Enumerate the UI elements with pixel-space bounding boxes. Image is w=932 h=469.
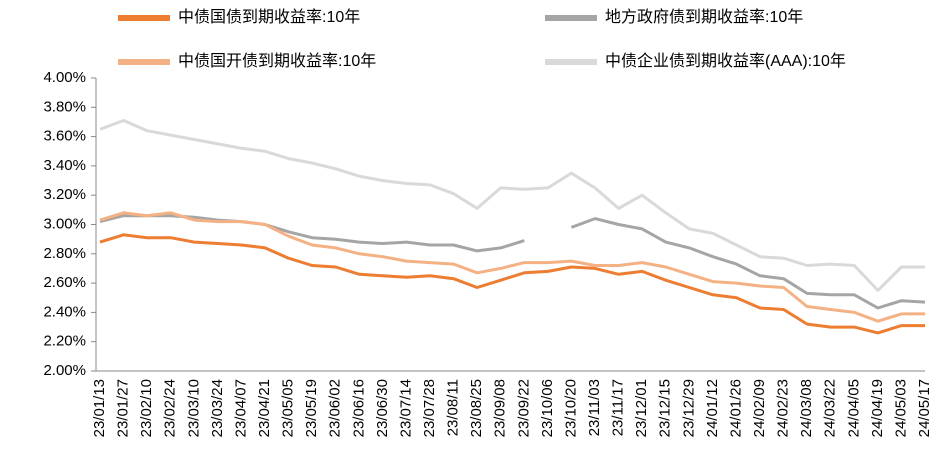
- x-tick-label: 23/02/10: [138, 379, 155, 437]
- legend-label: 中债企业债到期收益率(AAA):10年: [605, 52, 846, 70]
- x-tick-label: 23/04/21: [256, 379, 273, 437]
- x-tick-label: 23/08/25: [468, 379, 485, 437]
- x-tick-label: 23/10/20: [562, 379, 579, 437]
- x-tick-label: 23/06/30: [374, 379, 391, 437]
- x-tick-label: 24/01/26: [727, 379, 744, 437]
- x-tick-label: 23/11/17: [610, 379, 627, 436]
- y-tick-label: 3.20%: [43, 186, 86, 203]
- x-tick-label: 24/05/17: [916, 379, 932, 437]
- y-tick-label: 3.40%: [43, 157, 86, 174]
- x-tick-label: 23/03/24: [209, 379, 226, 437]
- x-tick-label: 24/02/23: [775, 379, 792, 437]
- x-tick-label: 24/03/08: [798, 379, 815, 437]
- y-tick-label: 4.00%: [43, 69, 86, 86]
- y-tick-label: 2.40%: [43, 303, 86, 320]
- x-tick-label: 23/04/07: [232, 379, 249, 437]
- y-tick-label: 3.00%: [43, 215, 86, 232]
- y-tick-label: 3.80%: [43, 98, 86, 115]
- legend-label: 中债国债到期收益率:10年: [178, 8, 360, 26]
- x-tick-label: 23/01/27: [115, 379, 132, 437]
- legend-label: 地方政府债到期收益率:10年: [605, 8, 803, 26]
- series-line: [99, 233, 925, 335]
- x-tick-label: 23/09/22: [515, 379, 532, 437]
- x-tick-label: 23/06/02: [327, 379, 344, 437]
- y-tick-label: 2.20%: [43, 333, 86, 350]
- x-tick-label: 23/01/13: [91, 379, 108, 437]
- series-line: [99, 119, 925, 292]
- x-tick-label: 23/03/10: [185, 379, 202, 437]
- x-tick-label: 23/08/11: [445, 379, 462, 436]
- x-tick-label: 24/03/22: [822, 379, 839, 437]
- x-tick-label: 23/05/05: [280, 379, 297, 437]
- y-tick-label: 2.60%: [43, 274, 86, 291]
- x-tick-label: 23/12/29: [680, 379, 697, 437]
- series-line: [99, 214, 926, 310]
- x-tick-label: 24/02/09: [751, 379, 768, 437]
- x-tick-label: 23/09/08: [492, 379, 509, 437]
- x-tick-label: 23/02/24: [162, 379, 179, 437]
- x-tick-label: 23/11/03: [586, 379, 603, 436]
- x-tick-label: 24/05/03: [892, 379, 909, 437]
- x-tick-label: 23/06/16: [350, 379, 367, 437]
- x-tick-label: 23/12/01: [633, 379, 650, 437]
- y-tick-label: 2.80%: [43, 245, 86, 262]
- x-tick-label: 23/07/14: [397, 379, 414, 437]
- x-tick-label: 24/04/05: [845, 379, 862, 437]
- x-tick-label: 23/10/06: [539, 379, 556, 437]
- x-tick-label: 23/12/15: [657, 379, 674, 437]
- series-line: [99, 211, 925, 323]
- x-tick-label: 24/01/12: [704, 379, 721, 437]
- y-tick-label: 2.00%: [43, 362, 86, 379]
- x-tick-label: 23/07/28: [421, 379, 438, 437]
- legend-label: 中债国开债到期收益率:10年: [178, 52, 376, 70]
- y-tick-label: 3.60%: [43, 128, 86, 145]
- x-tick-label: 24/04/19: [869, 379, 886, 437]
- x-tick-label: 23/05/19: [303, 379, 320, 437]
